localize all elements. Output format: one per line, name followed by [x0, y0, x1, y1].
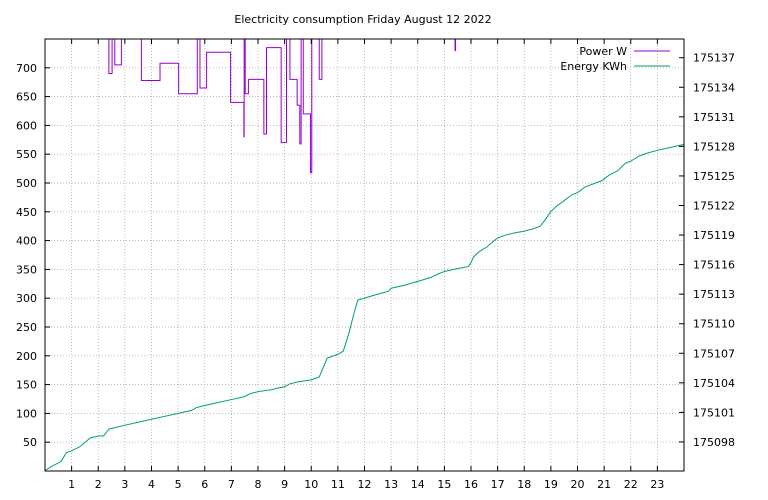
- series-line-0: [107, 38, 457, 174]
- y2-tick-label: 175119: [693, 229, 735, 242]
- x-tick-label: 2: [95, 478, 102, 491]
- y-tick-label: 200: [16, 350, 37, 363]
- y-tick-label: 650: [16, 91, 37, 104]
- x-tick-label: 18: [517, 478, 531, 491]
- y2-tick-label: 175134: [693, 81, 735, 94]
- y2-tick-label: 175101: [693, 406, 735, 419]
- x-tick-label: 17: [491, 478, 505, 491]
- x-tick-label: 12: [358, 478, 372, 491]
- x-tick-label: 19: [544, 478, 558, 491]
- y2-tick-label: 175131: [693, 111, 735, 124]
- x-tick-label: 9: [281, 478, 288, 491]
- y2-tick-label: 175137: [693, 52, 735, 65]
- y-tick-label: 250: [16, 321, 37, 334]
- y2-tick-label: 175104: [693, 377, 735, 390]
- x-tick-label: 23: [650, 478, 664, 491]
- y2-tick-label: 175110: [693, 318, 735, 331]
- y2-tick-label: 175116: [693, 259, 735, 272]
- y-tick-label: 50: [23, 436, 37, 449]
- legend-label-1: Energy KWh: [560, 60, 627, 73]
- y2-tick-label: 175107: [693, 347, 735, 360]
- y-tick-label: 600: [16, 119, 37, 132]
- y-tick-label: 500: [16, 177, 37, 190]
- grid-layer: [45, 39, 684, 471]
- chart-title: Electricity consumption Friday August 12…: [234, 13, 491, 26]
- axes-layer: 1 2 3 4 5 6 7 8 9 10 11 12 13 14 15 16 17 18 19 20 21 22 23501…: [16, 38, 735, 491]
- x-tick-label: 16: [464, 478, 478, 491]
- series-layer: [44, 38, 685, 471]
- series-line-1: [44, 143, 685, 471]
- x-tick-label: 8: [255, 478, 262, 491]
- x-tick-label: 22: [624, 478, 638, 491]
- y-tick-label: 350: [16, 263, 37, 276]
- x-tick-label: 4: [148, 478, 155, 491]
- x-tick-label: 15: [437, 478, 451, 491]
- y2-tick-label: 175113: [693, 288, 735, 301]
- y2-tick-label: 175122: [693, 199, 735, 212]
- y-tick-label: 100: [16, 407, 37, 420]
- legend: Power W Energy KWh: [560, 45, 670, 73]
- y-tick-label: 150: [16, 379, 37, 392]
- x-tick-label: 1: [68, 478, 75, 491]
- x-tick-label: 11: [331, 478, 345, 491]
- x-tick-label: 14: [411, 478, 425, 491]
- x-tick-label: 5: [175, 478, 182, 491]
- y2-tick-label: 175125: [693, 170, 735, 183]
- x-tick-label: 20: [571, 478, 585, 491]
- y-tick-label: 450: [16, 206, 37, 219]
- y2-tick-label: 175128: [693, 140, 735, 153]
- x-tick-label: 10: [304, 478, 318, 491]
- x-tick-label: 7: [228, 478, 235, 491]
- x-tick-label: 3: [121, 478, 128, 491]
- legend-label-0: Power W: [579, 45, 627, 58]
- y-tick-label: 700: [16, 62, 37, 75]
- y-tick-label: 550: [16, 148, 37, 161]
- x-tick-label: 21: [597, 478, 611, 491]
- x-tick-label: 6: [201, 478, 208, 491]
- y-tick-label: 400: [16, 235, 37, 248]
- x-tick-label: 13: [384, 478, 398, 491]
- y2-tick-label: 175098: [693, 436, 735, 449]
- y-tick-label: 300: [16, 292, 37, 305]
